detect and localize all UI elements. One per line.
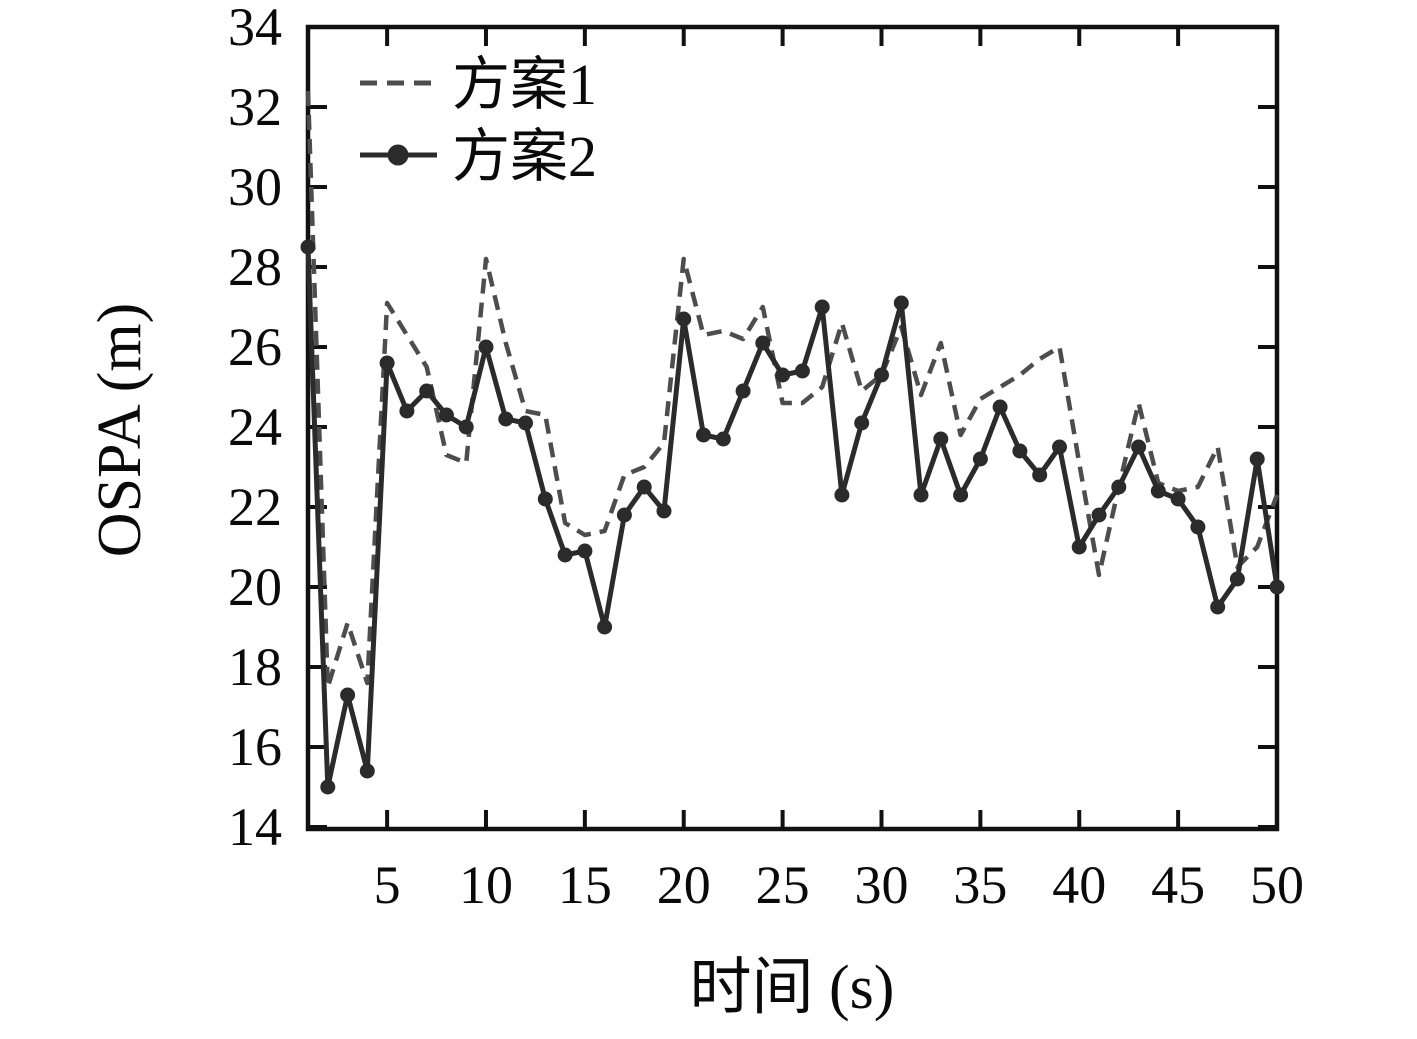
series-2-marker (1091, 507, 1107, 523)
x-tick-label: 45 (1151, 855, 1205, 915)
x-tick-label: 15 (558, 855, 612, 915)
series-2-marker (676, 311, 692, 327)
y-tick-label: 20 (228, 557, 282, 617)
series-2-marker (399, 403, 415, 419)
series-2-marker (814, 299, 830, 315)
series-2-marker (498, 411, 514, 427)
y-axis-label: OSPA (m) (86, 303, 154, 557)
y-tick-label: 22 (228, 477, 282, 537)
series-2-marker (1012, 443, 1028, 459)
y-tick-label: 30 (228, 157, 282, 217)
series-2-marker (972, 451, 988, 467)
x-tick-label: 5 (374, 855, 401, 915)
axes-box (305, 24, 1280, 832)
x-tick-label: 30 (854, 855, 908, 915)
series-2-marker (656, 503, 672, 519)
series-2-marker (537, 491, 553, 507)
series-2-marker (874, 367, 889, 383)
x-tick-label: 25 (756, 855, 810, 915)
x-tick-label: 10 (459, 855, 513, 915)
series-2-marker (834, 487, 850, 503)
series-2-marker (953, 487, 969, 503)
series-2-marker (458, 419, 474, 435)
series-2-marker (320, 779, 336, 795)
y-tick-label: 16 (228, 717, 282, 777)
series-2-marker (1032, 467, 1048, 483)
x-axis-label: 时间 (s) (690, 954, 895, 1022)
series-2-marker (300, 239, 316, 255)
series-2-marker (1269, 579, 1285, 595)
series-2-marker (1229, 571, 1245, 587)
series-2-marker (715, 431, 731, 447)
series-2-marker (913, 487, 929, 503)
x-tick-label: 20 (657, 855, 711, 915)
series-2-marker (893, 295, 909, 311)
series-2-marker (696, 427, 711, 443)
y-tick-label: 18 (228, 637, 282, 697)
y-tick-label: 34 (228, 0, 282, 57)
legend-label-2: 方案2 (452, 124, 597, 189)
series-2-marker (597, 619, 613, 635)
x-tick-label: 50 (1250, 855, 1304, 915)
series-2-marker (419, 383, 435, 399)
series-2-marker (1150, 483, 1166, 499)
series-2-marker (636, 479, 652, 495)
series-2-marker (518, 415, 533, 431)
y-tick-label: 32 (228, 77, 282, 137)
series-2-marker (557, 547, 573, 563)
series-2-marker (1131, 439, 1147, 455)
series-2-marker (1190, 519, 1206, 535)
series-2-marker (340, 687, 356, 703)
y-tick-label: 14 (228, 797, 282, 857)
series-2-marker (1071, 539, 1087, 555)
series-2-marker (359, 763, 375, 779)
series-2-marker (478, 339, 494, 355)
series-2-marker (854, 415, 870, 431)
series-2-marker (1170, 491, 1186, 507)
y-tick-label: 28 (228, 237, 282, 297)
series-2-marker (1111, 479, 1127, 495)
legend-marker-2 (387, 144, 409, 166)
series-2-marker (616, 507, 632, 523)
series-2-marker (1210, 599, 1226, 615)
series-2-marker (1052, 439, 1067, 455)
series-2-marker (933, 431, 949, 447)
series-2-marker (735, 383, 751, 399)
series-2-marker (577, 543, 593, 559)
series-2-marker (794, 363, 810, 379)
series-2-marker (379, 355, 395, 371)
series-2-marker (1249, 451, 1265, 467)
series-2-marker (992, 399, 1008, 415)
y-tick-label: 24 (228, 397, 282, 457)
series-2-marker (438, 407, 454, 423)
x-tick-label: 40 (1052, 855, 1106, 915)
legend-label-1: 方案1 (452, 52, 597, 117)
x-tick-label: 35 (953, 855, 1007, 915)
series-2-marker (775, 367, 791, 383)
y-tick-label: 26 (228, 317, 282, 377)
series-2-marker (755, 335, 771, 351)
